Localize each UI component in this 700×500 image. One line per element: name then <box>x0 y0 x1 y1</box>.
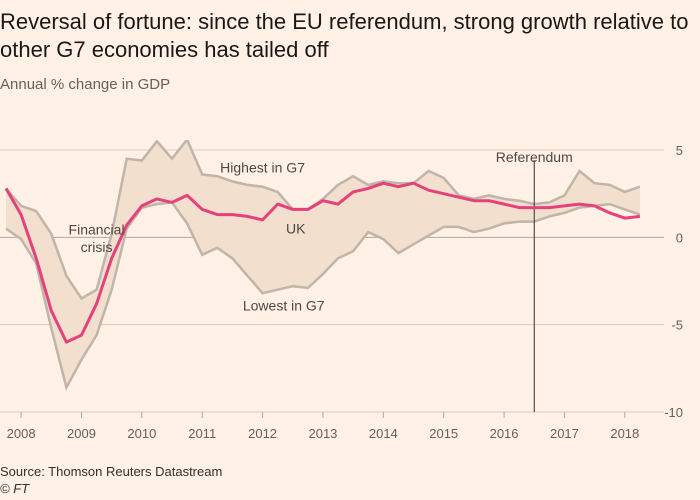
x-tick-label: 2010 <box>127 426 156 441</box>
annotation-label: crisis <box>81 239 113 255</box>
y-tick-label: 0 <box>676 230 683 245</box>
annotation-label: Highest in G7 <box>220 159 305 175</box>
x-tick-label: 2018 <box>610 426 639 441</box>
annotation-label: Lowest in G7 <box>243 297 325 313</box>
x-tick-label: 2016 <box>490 426 519 441</box>
y-tick-label: -10 <box>664 405 683 420</box>
x-tick-label: 2015 <box>429 426 458 441</box>
copyright-note: © FT <box>0 481 30 496</box>
chart-labels: 5 0 -5 -10 2008 2009 2010 2011 2012 2013 2014 2015 2… <box>7 143 683 441</box>
referendum-label: Referendum <box>496 149 573 165</box>
annotation-label: Financial <box>69 221 125 237</box>
chart-title: Reversal of fortune: since the EU refere… <box>0 9 689 62</box>
x-tick-label: 2017 <box>550 426 579 441</box>
y-tick-label: -5 <box>671 318 683 333</box>
x-tick-label: 2014 <box>369 426 398 441</box>
annotation-label: UK <box>286 221 306 237</box>
gdp-line-chart: 5 0 -5 -10 2008 2009 2010 2011 2012 2013 2014 2015 2… <box>0 140 683 441</box>
x-tick-label: 2011 <box>188 426 216 441</box>
chart-subtitle: Annual % change in GDP <box>0 76 171 93</box>
source-note: Source: Thomson Reuters Datastream <box>0 464 223 479</box>
x-tick-label: 2013 <box>308 426 337 441</box>
x-tick-label: 2012 <box>248 426 277 441</box>
y-tick-label: 5 <box>676 143 683 158</box>
g7-range-band <box>6 140 640 388</box>
x-tick-label: 2008 <box>7 426 36 441</box>
x-tick-label: 2009 <box>67 426 96 441</box>
series-line-uk <box>4 181 641 344</box>
